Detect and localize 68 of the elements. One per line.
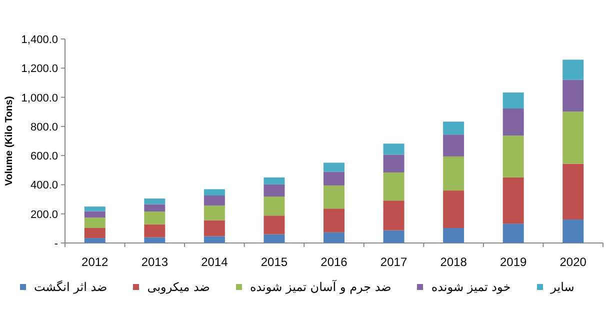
- bar: [502, 177, 524, 224]
- legend-label: ضد جرم و آسان تمیز شونده: [250, 280, 392, 294]
- bar: [562, 60, 584, 80]
- bar: [84, 218, 106, 228]
- bar: [502, 92, 524, 109]
- y-tick-label: 800.0: [30, 121, 58, 134]
- legend-label: ضد اثر انگشت: [34, 280, 108, 294]
- x-tick-label: 2015: [260, 255, 288, 269]
- bar: [443, 228, 464, 243]
- bar: [264, 216, 285, 234]
- bar: [204, 189, 225, 196]
- bar: [204, 236, 225, 243]
- bar: [383, 144, 404, 155]
- y-tick-label: 600.0: [30, 150, 58, 163]
- bar: [324, 172, 344, 186]
- x-tick-label: 2014: [201, 255, 228, 269]
- legend-label: ضد میکروبی: [147, 280, 210, 294]
- bar: [383, 172, 404, 201]
- bar: [324, 162, 344, 172]
- bar: [144, 204, 166, 212]
- y-tick-label: 1,200.0: [21, 63, 58, 76]
- bar: [562, 112, 584, 164]
- bar: [443, 122, 464, 135]
- x-tick-label: 2012: [82, 255, 109, 269]
- y-tick-label: 1,000.0: [21, 92, 58, 104]
- bar: [204, 206, 225, 220]
- x-tick-label: 2019: [500, 255, 528, 269]
- y-tick-label: 400.0: [30, 180, 58, 192]
- bar: [562, 220, 584, 243]
- bar: [204, 220, 225, 236]
- legend-label: خود تمیز شونده: [431, 280, 511, 294]
- x-tick-label: 2018: [440, 255, 468, 269]
- y-axis-title: Volume (Kilo Tons): [4, 96, 15, 186]
- bar: [264, 184, 285, 197]
- bar: [144, 198, 166, 204]
- bar: [264, 196, 285, 216]
- bar: [502, 108, 524, 136]
- bar: [264, 177, 285, 184]
- bar: [324, 232, 344, 243]
- x-tick-label: 2020: [560, 255, 587, 269]
- y-tick-label: 200.0: [30, 208, 58, 221]
- bar: [562, 80, 584, 112]
- bar: [324, 185, 344, 209]
- bar: [383, 230, 404, 243]
- bar: [84, 206, 106, 212]
- bar: [84, 211, 106, 218]
- x-tick-label: 2016: [320, 255, 348, 269]
- bar: [502, 136, 524, 178]
- bar: [84, 238, 106, 243]
- bar: [443, 156, 464, 191]
- bar: [502, 224, 524, 243]
- bar: [383, 154, 404, 172]
- bar: [144, 224, 166, 238]
- x-tick-label: 2013: [141, 255, 168, 269]
- bar: [144, 237, 166, 243]
- bar: [264, 234, 285, 243]
- legend-label: سایر: [550, 280, 574, 294]
- bar: [84, 228, 106, 238]
- bar: [562, 164, 584, 220]
- bar: [443, 190, 464, 228]
- y-tick-label: -: [54, 238, 58, 250]
- bar: [383, 200, 404, 230]
- bar: [324, 208, 344, 232]
- x-tick-label: 2017: [380, 255, 408, 269]
- bar: [443, 134, 464, 156]
- bar: [144, 212, 166, 224]
- bar: [204, 195, 225, 206]
- y-tick-label: 1,400.0: [21, 34, 58, 46]
